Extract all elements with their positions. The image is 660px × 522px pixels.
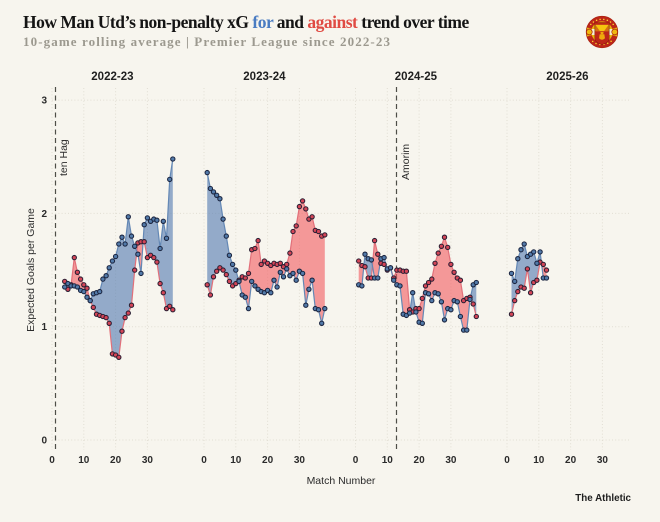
svg-text:Match Number: Match Number [307,475,376,487]
svg-text:0: 0 [41,436,47,447]
svg-text:10: 10 [533,455,545,466]
svg-text:20: 20 [110,455,122,466]
svg-text:3: 3 [41,96,47,107]
svg-text:10: 10 [78,455,90,466]
svg-text:2023-24: 2023-24 [243,71,286,83]
svg-text:20: 20 [565,455,577,466]
svg-text:10: 10 [382,455,394,466]
svg-text:2024-25: 2024-25 [395,71,438,83]
svg-text:1: 1 [41,322,47,333]
svg-text:0: 0 [201,455,207,466]
svg-text:Expected Goals per Game: Expected Goals per Game [25,208,37,332]
svg-text:2: 2 [41,209,47,220]
svg-text:Amorim: Amorim [400,144,412,180]
svg-text:2022-23: 2022-23 [91,71,133,83]
svg-text:10-game rolling average | Prem: 10-game rolling average | Premier League… [23,34,391,49]
svg-text:10: 10 [230,455,242,466]
svg-text:2025-26: 2025-26 [546,71,588,83]
svg-text:0: 0 [49,455,55,466]
svg-text:30: 30 [445,455,457,466]
svg-text:0: 0 [353,455,359,466]
svg-text:30: 30 [294,455,306,466]
svg-text:20: 20 [262,455,274,466]
svg-text:The Athletic: The Athletic [575,493,631,504]
svg-text:0: 0 [504,455,510,466]
svg-text:30: 30 [597,455,609,466]
svg-text:How Man Utd’s non-penalty xG f: How Man Utd’s non-penalty xG for and aga… [23,12,469,32]
svg-text:30: 30 [142,455,154,466]
svg-text:ten Hag: ten Hag [58,139,70,176]
svg-text:20: 20 [414,455,426,466]
